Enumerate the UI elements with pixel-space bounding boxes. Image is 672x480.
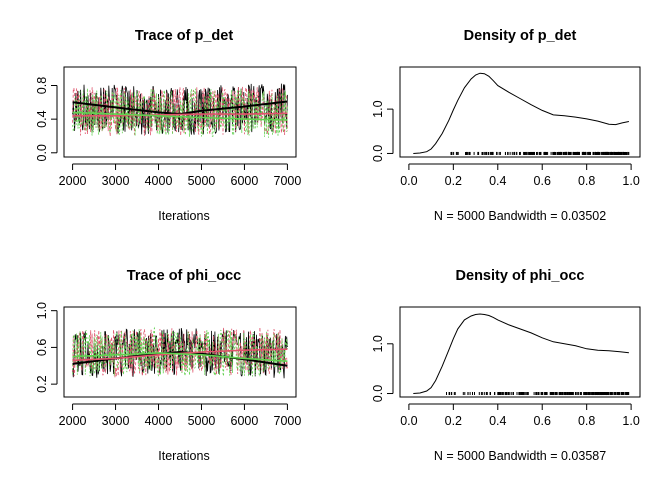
x-axis: 0.0 0.2 0.4 0.6 0.8 1.0 bbox=[400, 163, 640, 188]
x-tick-label: 5000 bbox=[188, 174, 216, 188]
x-tick-label: 0.0 bbox=[400, 414, 417, 428]
y-tick-label: 0.2 bbox=[35, 375, 49, 392]
chain-trace-3 bbox=[72, 88, 288, 138]
y-tick-label: 1.0 bbox=[35, 302, 49, 319]
trace-phi-occ-panel: Trace of phi_occ 2000 3000 4000 5000 6000 700… bbox=[35, 268, 301, 463]
chart-title: Density of phi_occ bbox=[456, 268, 585, 284]
rug-marks bbox=[450, 151, 630, 155]
y-axis: 0.0 1.0 bbox=[371, 335, 394, 402]
y-axis: 0.2 0.6 1.0 bbox=[35, 302, 58, 393]
x-tick-label: 0.0 bbox=[400, 174, 417, 188]
smooth-line-2 bbox=[72, 112, 288, 117]
x-tick-label: 2000 bbox=[59, 174, 87, 188]
x-tick-label: 0.2 bbox=[445, 414, 462, 428]
x-tick-label: 1.0 bbox=[622, 414, 639, 428]
plot-frame bbox=[63, 306, 297, 398]
y-tick-label: 1.0 bbox=[371, 335, 385, 352]
y-tick-label: 0.6 bbox=[35, 339, 49, 356]
chart-title: Trace of phi_occ bbox=[127, 268, 241, 284]
density-curve bbox=[413, 72, 630, 154]
y-tick-label: 0.4 bbox=[35, 110, 49, 127]
x-tick-label: 0.8 bbox=[578, 174, 595, 188]
x-tick-label: 0.6 bbox=[534, 414, 551, 428]
x-axis-label: Iterations bbox=[158, 209, 209, 223]
smooth-lines bbox=[72, 100, 288, 121]
y-tick-label: 1.0 bbox=[371, 100, 385, 117]
x-tick-label: 0.4 bbox=[489, 414, 506, 428]
x-axis: 0.0 0.2 0.4 0.6 0.8 1.0 bbox=[400, 403, 640, 428]
y-axis: 0.0 0.4 0.8 bbox=[35, 77, 58, 161]
smooth-line-3 bbox=[72, 352, 288, 362]
rug-marks bbox=[446, 392, 630, 396]
x-tick-label: 3000 bbox=[102, 174, 130, 188]
density-subtitle: N = 5000 Bandwidth = 0.03502 bbox=[434, 209, 606, 223]
x-tick-label: 4000 bbox=[145, 174, 173, 188]
density-line bbox=[413, 313, 629, 394]
x-tick-label: 7000 bbox=[274, 414, 302, 428]
x-tick-label: 7000 bbox=[274, 174, 302, 188]
plot-frame bbox=[63, 66, 297, 158]
density-subtitle: N = 5000 Bandwidth = 0.03587 bbox=[434, 449, 606, 463]
x-tick-label: 6000 bbox=[231, 414, 259, 428]
plot-frame bbox=[399, 306, 641, 398]
density-line bbox=[413, 72, 630, 154]
x-tick-label: 6000 bbox=[231, 174, 259, 188]
chart-title: Trace of p_det bbox=[135, 28, 233, 44]
x-axis: 2000 3000 4000 5000 6000 7000 bbox=[59, 163, 302, 188]
x-tick-label: 5000 bbox=[188, 414, 216, 428]
density-phi-occ-panel: Density of phi_occ 0.0 0.2 0.4 0.6 0.8 1.0 0.… bbox=[371, 268, 641, 463]
chart-title: Density of p_det bbox=[464, 28, 577, 44]
x-tick-label: 1.0 bbox=[622, 174, 639, 188]
y-tick-label: 0.0 bbox=[35, 144, 49, 161]
x-tick-label: 4000 bbox=[145, 414, 173, 428]
x-tick-label: 3000 bbox=[102, 414, 130, 428]
density-curve bbox=[413, 313, 629, 394]
x-axis: 2000 3000 4000 5000 6000 7000 bbox=[59, 403, 302, 428]
smooth-lines bbox=[72, 348, 288, 367]
plot-frame bbox=[399, 66, 641, 158]
trace-p-det-panel: Trace of p_det 2000 3000 4000 5000 6000 7000 … bbox=[35, 28, 301, 223]
x-tick-label: 0.2 bbox=[445, 174, 462, 188]
y-tick-label: 0.8 bbox=[35, 77, 49, 94]
x-tick-label: 2000 bbox=[59, 414, 87, 428]
x-tick-label: 0.8 bbox=[578, 414, 595, 428]
x-tick-label: 0.4 bbox=[489, 174, 506, 188]
x-tick-label: 0.6 bbox=[534, 174, 551, 188]
smooth-line-3 bbox=[72, 111, 288, 121]
density-p-det-panel: Density of p_det 0.0 0.2 0.4 0.6 0.8 1.0 0.0 1… bbox=[371, 28, 641, 223]
y-tick-label: 0.0 bbox=[371, 145, 385, 162]
trace-lines bbox=[72, 83, 288, 138]
y-axis: 0.0 1.0 bbox=[371, 100, 394, 162]
y-tick-label: 0.0 bbox=[371, 385, 385, 402]
x-axis-label: Iterations bbox=[158, 449, 209, 463]
chain-trace-2 bbox=[72, 327, 288, 378]
chain-trace-3 bbox=[72, 326, 288, 377]
